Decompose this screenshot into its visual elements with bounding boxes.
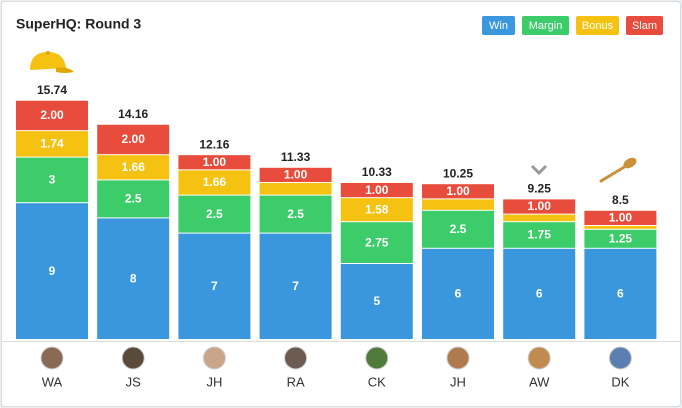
segment-label: 6 <box>455 287 462 301</box>
legend-swatch <box>482 16 515 35</box>
segment-label: 2.5 <box>287 207 304 221</box>
segment-label: 1.75 <box>528 228 552 242</box>
total-label: 12.16 <box>199 137 229 151</box>
bar-segment <box>340 182 413 198</box>
bar-segment <box>97 218 170 339</box>
legend-swatch <box>576 16 619 35</box>
segment-label: 2.75 <box>365 235 389 249</box>
segment-label: 7 <box>292 279 299 293</box>
bar-segment <box>584 226 657 229</box>
bar-segment <box>259 182 332 195</box>
segment-label: 1.66 <box>203 175 227 189</box>
chart-title: SuperHQ: Round 3 <box>16 16 141 32</box>
segment-label: 2.5 <box>206 207 223 221</box>
legend-label: Margin <box>529 20 563 32</box>
legend-swatch <box>626 16 663 35</box>
bar-segment <box>503 199 576 214</box>
category-label: JS <box>126 374 142 389</box>
avatar <box>446 346 470 370</box>
bar-segment <box>178 170 251 195</box>
avatar <box>365 346 389 370</box>
segment-label: 6 <box>536 287 543 301</box>
segment-label: 2.00 <box>40 108 64 122</box>
segment-label: 3 <box>49 173 56 187</box>
bar-segment <box>503 248 576 339</box>
avatar <box>202 346 226 370</box>
segment-label: 6 <box>617 287 624 301</box>
bar-segment <box>259 195 332 233</box>
total-label: 15.74 <box>37 83 67 97</box>
bar-segment <box>259 167 332 182</box>
avatar <box>284 346 308 370</box>
legend-label: Win <box>489 20 508 32</box>
segment-label: 9 <box>49 264 56 278</box>
segment-label: 1.58 <box>365 202 389 216</box>
bar-segment <box>503 214 576 222</box>
category-label: AW <box>529 374 550 389</box>
category-label: RA <box>287 374 305 389</box>
bar-segment <box>340 222 413 263</box>
segment-label: 2.5 <box>450 222 467 236</box>
bar-segment <box>422 248 494 339</box>
segment-label: 7 <box>211 279 218 293</box>
segment-label: 8 <box>130 271 137 285</box>
total-label: 9.25 <box>528 182 552 196</box>
bar-segment <box>16 203 88 339</box>
total-label: 10.33 <box>362 165 392 179</box>
chevron-icon <box>530 164 548 176</box>
category-label: CK <box>368 374 386 389</box>
bar-segment <box>97 124 170 155</box>
category-label: JH <box>450 374 466 389</box>
segment-label: 1.66 <box>122 160 146 174</box>
bar-segment <box>97 155 170 180</box>
total-label: 14.16 <box>118 107 148 121</box>
segment-label: 1.00 <box>528 199 552 213</box>
bar-segment <box>340 264 413 339</box>
segment-label: 1.00 <box>446 184 470 198</box>
bar-segment <box>422 184 494 199</box>
total-label: 11.33 <box>281 150 311 164</box>
bar-segment <box>178 233 251 339</box>
segment-label: 1.00 <box>365 183 389 197</box>
total-label: 10.25 <box>443 166 473 180</box>
segment-label: 1.25 <box>609 231 633 245</box>
bar-segment <box>584 248 657 339</box>
bar-segment <box>503 222 576 248</box>
bar-segment <box>178 155 251 170</box>
legend-label: Bonus <box>582 20 614 32</box>
category-label: WA <box>42 374 63 389</box>
category-label: DK <box>611 374 629 389</box>
avatar <box>608 346 632 370</box>
segment-label: 2.5 <box>125 192 142 206</box>
segment-label: 1.00 <box>609 211 633 225</box>
cap-icon <box>30 51 74 73</box>
avatar <box>121 346 145 370</box>
total-label: 8.5 <box>612 193 629 207</box>
bar-segment <box>259 233 332 339</box>
bar-segment <box>340 198 413 222</box>
legend-swatch <box>522 16 569 35</box>
spoon-icon <box>599 157 637 183</box>
segment-label: 1.00 <box>284 168 308 182</box>
bar-segment <box>584 210 657 225</box>
segment-label: 1.00 <box>203 155 227 169</box>
segment-label: 2.00 <box>122 132 146 146</box>
bar-segment <box>422 199 494 210</box>
legend-label: Slam <box>632 20 657 32</box>
avatar <box>527 346 551 370</box>
bar-segment <box>422 210 494 248</box>
segment-label: 1.74 <box>40 137 64 151</box>
segment-label: 5 <box>373 294 380 308</box>
bar-segment <box>178 195 251 233</box>
bar-segment <box>16 157 88 203</box>
bar-segment <box>584 229 657 248</box>
category-label: JH <box>206 374 222 389</box>
bar-segment <box>16 131 88 157</box>
bar-segment <box>16 100 88 131</box>
bar-segment <box>97 180 170 218</box>
avatar <box>40 346 64 370</box>
